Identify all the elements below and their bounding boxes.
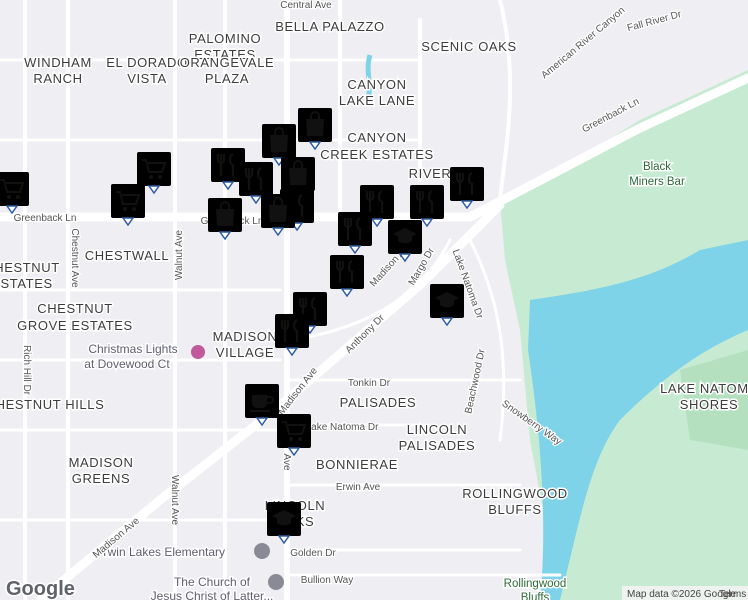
place: CANYON CREEK ESTATES	[320, 130, 434, 162]
street-name: Walnut Ave	[169, 475, 180, 525]
place-name: MADISON	[69, 455, 134, 470]
place-name: BLUFFS	[488, 502, 541, 517]
poi-label[interactable]: Twin Lakes Elementary	[99, 544, 226, 561]
place-name: BONNIERAE	[316, 457, 398, 472]
place: ROLLINGWOOD BLUFFS	[462, 486, 568, 517]
place: ORANGEVALE PLAZA	[180, 55, 275, 86]
place-name: GROVE ESTATES	[17, 318, 133, 333]
place-name: CANYON	[347, 77, 406, 92]
place-name: MADISON	[213, 329, 278, 344]
poi-name[interactable]: Jesus Christ of Latter...	[149, 588, 275, 600]
place: PALOMINO ESTATES	[189, 31, 261, 62]
place: PALISADES	[340, 395, 417, 410]
place: BELLA PALAZZO	[275, 19, 384, 34]
place-name: ESTATES	[194, 47, 256, 62]
park	[680, 350, 748, 450]
place: SCENIC OAKS	[421, 39, 516, 54]
place: EL DORADO VISTA	[106, 55, 188, 86]
place-name: VISTA	[127, 71, 167, 86]
place-name: CHESTNUT	[0, 260, 60, 275]
place-name: CREEK ESTATES	[320, 147, 434, 162]
poi-name[interactable]: The Church of	[172, 574, 252, 591]
place: CHESTWALL	[85, 248, 169, 263]
place-name: RIVER	[409, 166, 452, 181]
place-name: PALOMINO	[189, 31, 261, 46]
place: LINCOLN PALISADES	[399, 422, 476, 453]
park-label: Rollingwood Bluffs	[504, 578, 567, 600]
park-label: Black Miners Bar	[629, 161, 685, 188]
footer: Google Map data ©2026 Google Terms	[5, 577, 748, 600]
place: CANYON LAKE LANE	[339, 77, 415, 108]
place-name: ROLLINGWOOD	[462, 486, 568, 501]
place-name: CHESTNUT	[37, 301, 113, 316]
poi-icon	[191, 345, 205, 359]
park-name: Black	[643, 161, 671, 173]
street-name: Central Ave	[280, 0, 332, 11]
street-name: Golden Dr	[290, 548, 336, 559]
place-name: LINCOLN	[407, 422, 468, 437]
street-name: Walnut Ave	[174, 230, 185, 280]
place-name: ORANGEVALE	[180, 55, 275, 70]
street-name: Lake Natoma Dr	[306, 422, 379, 433]
street-name: Ave	[281, 453, 292, 470]
street-name: Rich Hill Dr	[21, 345, 32, 396]
street-name: Tonkin Dr	[348, 378, 391, 389]
place-name: LAKE LANE	[339, 93, 415, 108]
place-name: CHESTWALL	[85, 248, 169, 263]
place-name: RANCH	[33, 71, 82, 86]
place-name: LAKE NATOMA	[660, 381, 748, 396]
place: WINDHAM RANCH	[24, 55, 92, 86]
poi-labels: Twin Lakes Elementary The Church of Jesus…	[83, 341, 284, 600]
poi-name[interactable]: Christmas Lights	[87, 341, 179, 358]
place-name: BELLA PALAZZO	[275, 19, 384, 34]
place: BONNIERAE	[316, 457, 398, 472]
place: RIVER	[409, 166, 452, 181]
place-name: PALISADES	[340, 395, 417, 410]
logo: Google	[6, 578, 75, 600]
place-name: VILLAGE	[216, 345, 274, 360]
place-name: CANYON	[347, 130, 406, 145]
place: CHESTNUT HILLS	[0, 397, 104, 412]
place-name: WINDHAM	[24, 55, 92, 70]
park-name: Rollingwood	[504, 578, 567, 590]
poi-name[interactable]: at Dovewood Ct	[83, 356, 172, 373]
street-name: Bullion Way	[301, 575, 353, 586]
school-icon	[254, 543, 270, 559]
place-name: ESTATES	[0, 276, 53, 291]
street-name: Greenback Ln	[14, 213, 77, 224]
park-name: Miners Bar	[629, 176, 685, 188]
attribution-bar	[622, 586, 748, 600]
place-name: GREENS	[72, 471, 131, 486]
place: MADISON VILLAGE	[213, 329, 278, 360]
river	[528, 240, 748, 600]
poi-label[interactable]: Christmas Lights at Dovewood Ct	[83, 341, 179, 373]
church-icon	[268, 574, 284, 590]
place-name: PALISADES	[399, 438, 476, 453]
park-name: Bluffs	[521, 592, 550, 600]
lake	[365, 54, 373, 101]
street-name: Erwin Ave	[336, 482, 381, 493]
street-name: Chestnut Ave	[69, 228, 80, 288]
attribution: Map data ©2026 Google	[627, 589, 737, 600]
place: CHESTNUTESTATES	[0, 260, 60, 291]
place-name: SHORES	[680, 397, 739, 412]
poi-name[interactable]: Twin Lakes Elementary	[99, 544, 226, 561]
poi-label[interactable]: The Church of Jesus Christ of Latter...	[149, 574, 275, 600]
place-name: SCENIC OAKS	[421, 39, 516, 54]
place-name: PLAZA	[205, 71, 249, 86]
place: CHESTNUT GROVE ESTATES	[17, 301, 133, 333]
place-name: EL DORADO	[106, 55, 188, 70]
place: MADISON GREENS	[69, 455, 134, 486]
park-labels: Black Miners Bar Rollingwood Bluffs	[502, 160, 686, 600]
place-name: CHESTNUT HILLS	[0, 397, 104, 412]
terms-link[interactable]: Terms	[719, 589, 746, 600]
place: LAKE NATOMASHORES	[660, 381, 748, 412]
